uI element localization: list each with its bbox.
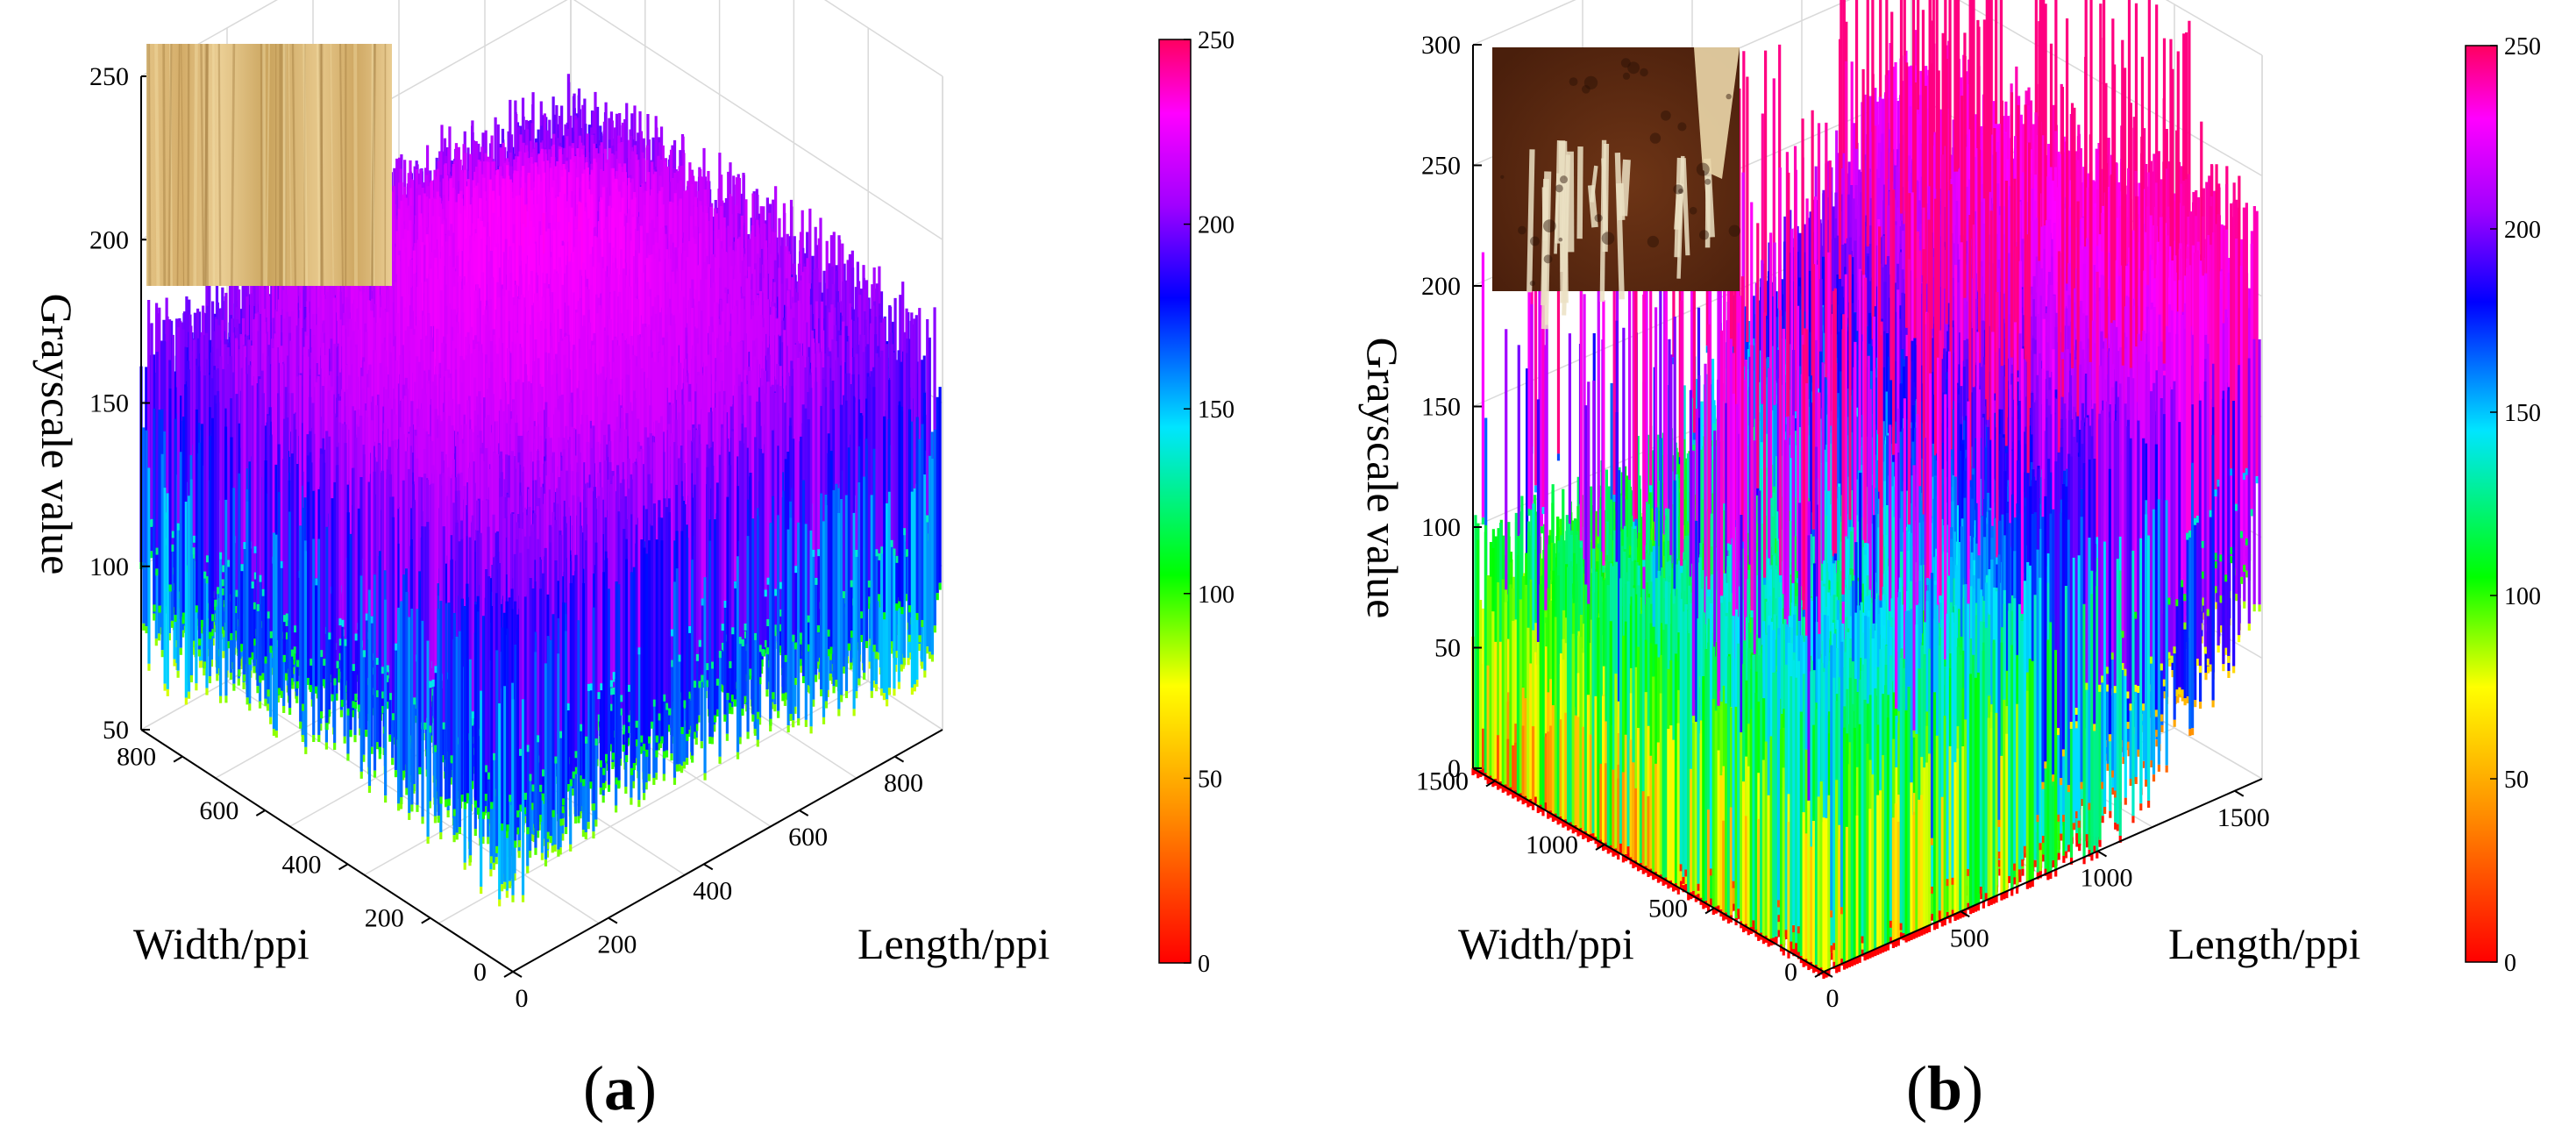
z-tick-label: 0	[1448, 754, 1461, 783]
y-tick-label: 0	[516, 984, 529, 1013]
colorbar-tick-label: 250	[1198, 27, 1235, 54]
y-tick-mark	[2235, 791, 2244, 796]
y-tick-label: 600	[788, 823, 828, 852]
x-tick-label: 500	[1648, 895, 1688, 923]
y-axis-label-b: Length/ppi	[2168, 919, 2360, 968]
x-tick-label: 0	[1784, 958, 1797, 987]
z-tick-label: 100	[1421, 513, 1461, 542]
y-tick-label: 800	[884, 769, 923, 798]
colorbar-b: 0 50 100 150 200 250	[2466, 33, 2541, 977]
z-tick-label: 100	[89, 553, 129, 581]
y-tick-label: 1000	[2081, 864, 2133, 893]
x-tick-label: 400	[282, 850, 322, 879]
z-tick-label: 150	[89, 389, 129, 418]
x-tick-label: 200	[365, 904, 404, 933]
panel-b: 0500100015000500100015000501001502002503…	[1358, 0, 2541, 1123]
x-axis-label-a: Width/ppi	[133, 919, 310, 968]
z-tick-label: 250	[1421, 152, 1461, 181]
y-tick-mark	[513, 972, 522, 977]
y-tick-label: 1500	[2217, 803, 2270, 832]
z-tick-label: 200	[89, 225, 129, 254]
colorbar-tick-label: 0	[2504, 950, 2516, 977]
colorbar-tick-label: 250	[2504, 33, 2541, 61]
x-tick-label: 1000	[1526, 831, 1578, 859]
colorbar-tick-label: 150	[2504, 400, 2541, 427]
inset-image-b	[1492, 47, 1740, 329]
colorbar-tick-label: 50	[2504, 767, 2529, 794]
colorbar-tick-label: 200	[1198, 212, 1235, 239]
z-tick-label: 150	[1421, 393, 1461, 422]
x-tick-mark	[339, 864, 348, 869]
z-axis-label-a: Grayscale value	[32, 294, 82, 575]
panel-label-b: (b)	[1906, 1053, 1983, 1123]
z-axis-label-b: Grayscale value	[1358, 338, 1407, 619]
colorbar-b-bar	[2466, 46, 2497, 962]
inset-image-a	[146, 44, 392, 286]
z-tick-label: 50	[103, 716, 129, 745]
x-tick-mark	[504, 972, 513, 977]
y-tick-label: 400	[693, 876, 732, 905]
y-tick-mark	[2098, 852, 2107, 857]
x-tick-label: 1500	[1416, 767, 1469, 796]
z-tick-label: 250	[89, 62, 129, 91]
y-tick-mark	[800, 810, 808, 816]
y-tick-mark	[895, 757, 904, 762]
x-tick-mark	[422, 918, 431, 923]
x-tick-label: 0	[473, 958, 487, 987]
z-tick-label: 200	[1421, 272, 1461, 301]
y-tick-mark	[608, 918, 617, 923]
colorbar-tick-label: 150	[1198, 396, 1235, 424]
x-tick-label: 800	[117, 743, 156, 772]
colorbar-a: 0 50 100 150 200 250	[1159, 27, 1235, 978]
y-tick-label: 0	[1826, 984, 1839, 1013]
colorbar-tick-label: 200	[2504, 217, 2541, 244]
y-tick-mark	[704, 864, 713, 869]
colorbar-tick-label: 100	[1198, 581, 1235, 609]
panel-a: 0200400600800020040060080050100150200250…	[32, 0, 1235, 1123]
colorbar-tick-label: 0	[1198, 951, 1210, 978]
x-tick-label: 600	[199, 796, 238, 825]
panel-label-a: (a)	[583, 1053, 657, 1123]
y-tick-label: 500	[1950, 923, 1989, 952]
z-tick-label: 300	[1421, 31, 1461, 60]
x-axis-label-b: Width/ppi	[1458, 919, 1634, 968]
x-tick-mark	[174, 757, 182, 762]
z-tick-label: 50	[1434, 634, 1461, 663]
colorbar-tick-label: 50	[1198, 766, 1222, 793]
colorbar-tick-label: 100	[2504, 583, 2541, 610]
colorbar-a-bar	[1159, 39, 1191, 963]
y-tick-label: 200	[597, 931, 637, 959]
y-axis-label-a: Length/ppi	[857, 919, 1050, 968]
x-tick-mark	[256, 810, 265, 816]
